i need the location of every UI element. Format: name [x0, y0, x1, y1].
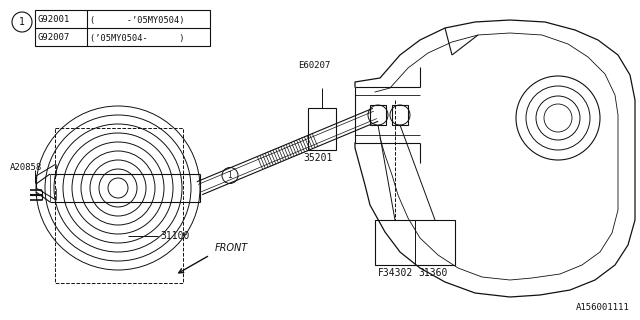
Text: G92007: G92007 [38, 34, 70, 43]
Text: 1: 1 [228, 171, 232, 180]
Text: (’05MY0504-      ): (’05MY0504- ) [90, 34, 184, 43]
Bar [370, 105, 386, 125]
Text: FRONT: FRONT [215, 243, 248, 253]
Bar [35, 10, 210, 46]
Text: 31360: 31360 [418, 268, 447, 278]
Bar [308, 108, 336, 150]
Circle shape [222, 167, 238, 183]
Bar [392, 105, 408, 125]
Text: A20858: A20858 [10, 163, 42, 172]
Text: 35201: 35201 [303, 153, 332, 163]
Bar [375, 220, 455, 265]
Bar [55, 128, 183, 283]
Text: E60207: E60207 [298, 61, 330, 70]
Text: G92001: G92001 [38, 15, 70, 25]
Text: 31100: 31100 [160, 231, 189, 241]
Text: F34302: F34302 [378, 268, 413, 278]
Text: 1: 1 [19, 17, 25, 27]
Text: A156001111: A156001111 [576, 303, 630, 312]
Text: (      -’05MY0504): ( -’05MY0504) [90, 15, 184, 25]
